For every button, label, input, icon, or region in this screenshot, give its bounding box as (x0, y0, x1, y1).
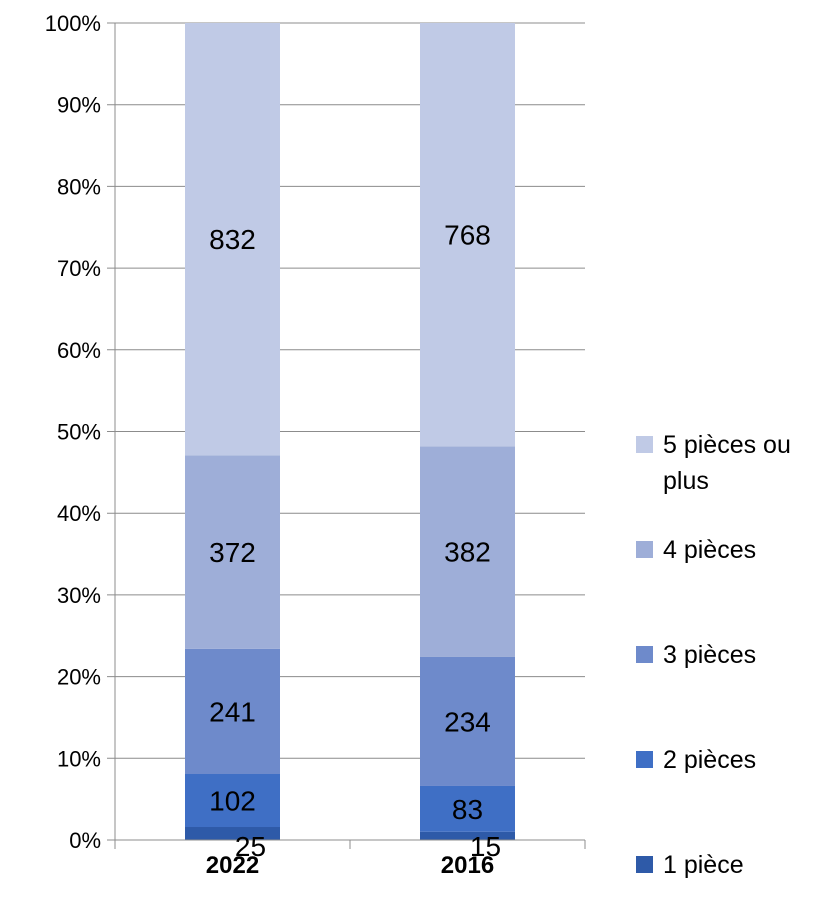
category-label: 2016 (441, 852, 494, 879)
legend-swatch (636, 751, 653, 768)
y-tick-label: 50% (57, 420, 101, 445)
legend: 5 pièces ou plus 4 pièces 3 pièces 2 pièces 1… (636, 431, 791, 879)
legend-label: 4 pièces (663, 536, 756, 564)
data-label: 234 (444, 706, 491, 737)
data-label: 15 (470, 831, 501, 862)
y-tick-label: 20% (57, 665, 101, 690)
y-tick-label: 10% (57, 746, 101, 771)
data-labels: 25 102 241 372 832 15 83 234 382 768 (209, 220, 501, 862)
category-label: 2022 (206, 852, 259, 879)
bar-segment (420, 831, 515, 840)
y-tick-label: 90% (57, 93, 101, 118)
legend-label: 5 pièces ou plus (663, 431, 791, 495)
bar-segment (185, 455, 280, 649)
data-label: 25 (235, 831, 266, 862)
y-tick-label: 80% (57, 174, 101, 199)
legend-swatch (636, 646, 653, 663)
y-tick-label: 0% (69, 828, 101, 853)
bar-segment (185, 827, 280, 840)
bar-segment (185, 648, 280, 774)
bars (185, 23, 515, 840)
data-label: 241 (209, 696, 256, 727)
legend-label: 3 pièces (663, 641, 756, 669)
legend-label: 1 pièce (663, 851, 744, 879)
y-tick-label: 30% (57, 583, 101, 608)
legend-label: 2 pièces (663, 746, 756, 774)
y-tick-label: 60% (57, 338, 101, 363)
legend-swatch (636, 541, 653, 558)
bar-segment (420, 656, 515, 786)
y-tick-label: 40% (57, 501, 101, 526)
axes: 0% 10% 20% 30% 40% 50% 60% 70% 80% 90% 100% 2022 201… (45, 11, 586, 879)
legend-swatch (636, 856, 653, 873)
y-tick-label: 100% (45, 11, 101, 36)
data-label: 768 (444, 220, 491, 251)
bar-segment (185, 23, 280, 456)
data-label: 372 (209, 537, 256, 568)
bar-segment (420, 23, 515, 447)
data-label: 382 (444, 537, 491, 568)
bar-segment (185, 773, 280, 828)
legend-swatch (636, 436, 653, 453)
bar-segment (420, 785, 515, 832)
bar-segment (420, 446, 515, 657)
data-label: 832 (209, 224, 256, 255)
y-tick-label: 70% (57, 256, 101, 281)
data-label: 102 (209, 786, 256, 817)
data-label: 83 (452, 794, 483, 825)
